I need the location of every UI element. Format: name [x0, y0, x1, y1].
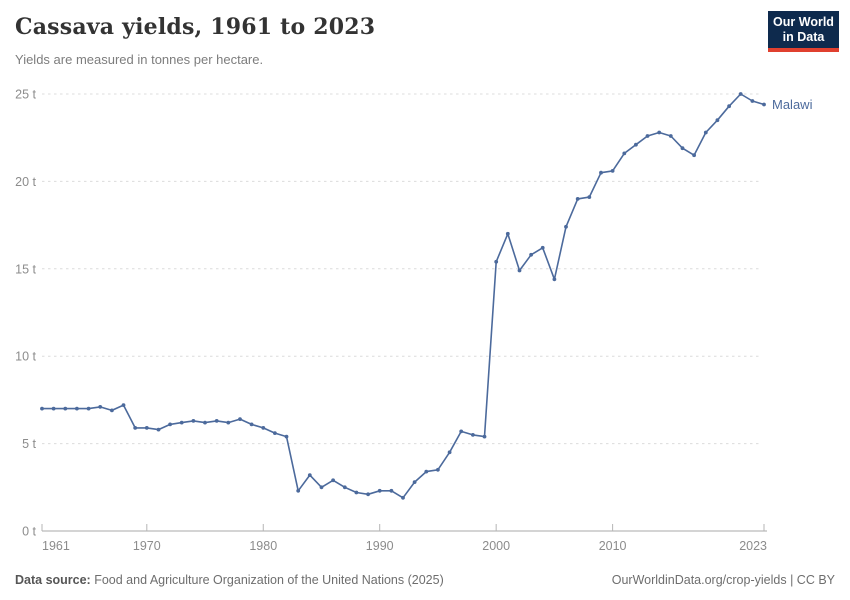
data-point-1988[interactable] [354, 490, 359, 495]
data-point-1989[interactable] [366, 492, 370, 497]
data-point-2002[interactable] [517, 268, 522, 273]
credit-link[interactable]: OurWorldinData.org/crop-yields [611, 573, 787, 587]
data-point-2019[interactable] [715, 118, 720, 123]
x-tick-label: 1961 [42, 539, 70, 553]
data-point-2006[interactable] [564, 224, 568, 229]
x-tick-label: 2023 [739, 539, 767, 553]
x-tick-label: 2000 [482, 539, 510, 553]
data-point-1983[interactable] [296, 488, 301, 493]
data-point-2011[interactable] [622, 151, 627, 156]
series-label-malawi[interactable]: Malawi [772, 97, 813, 112]
data-point-1966[interactable] [98, 405, 103, 409]
data-point-2005[interactable] [552, 277, 557, 282]
y-tick-label: 5 t [22, 437, 36, 451]
data-point-2004[interactable] [540, 245, 545, 250]
x-tick-label: 1990 [366, 539, 394, 553]
chart-subtitle: Yields are measured in tonnes per hectar… [15, 52, 264, 67]
data-point-1970[interactable] [144, 426, 149, 430]
credit-license: | CC BY [786, 573, 835, 587]
page-title: Cassava yields, 1961 to 2023 [15, 14, 376, 40]
data-point-1971[interactable] [156, 427, 161, 432]
owid-logo-line2: in Data [782, 29, 825, 44]
data-point-1980[interactable] [261, 426, 266, 430]
data-point-1963[interactable] [63, 406, 68, 411]
data-point-1982[interactable] [284, 434, 289, 439]
data-point-1993[interactable] [412, 480, 417, 484]
data-point-2022[interactable] [750, 99, 755, 103]
data-source-note: Data source: Food and Agriculture Organi… [15, 573, 444, 587]
data-point-2003[interactable] [529, 252, 533, 257]
data-point-2007[interactable] [575, 197, 580, 201]
data-point-2009[interactable] [599, 170, 603, 175]
y-tick-label: 20 t [15, 175, 36, 189]
data-point-1998[interactable] [471, 433, 475, 437]
chart-footer: Data source: Food and Agriculture Organi… [15, 573, 835, 587]
y-tick-label: 25 t [15, 88, 36, 102]
data-source-label: Data source: [15, 573, 91, 587]
data-point-1977[interactable] [226, 420, 231, 425]
data-point-1999[interactable] [482, 434, 487, 439]
data-point-1969[interactable] [133, 426, 138, 430]
data-point-2000[interactable] [494, 259, 499, 264]
data-point-1987[interactable] [342, 485, 347, 490]
data-point-1978[interactable] [238, 417, 242, 421]
data-point-2013[interactable] [645, 134, 650, 138]
data-point-2014[interactable] [657, 130, 662, 135]
data-point-1972[interactable] [168, 422, 173, 427]
y-tick-label: 10 t [15, 350, 36, 364]
x-tick-label: 2010 [599, 539, 627, 553]
data-point-1975[interactable] [203, 420, 207, 425]
data-point-1997[interactable] [459, 429, 464, 434]
data-point-1979[interactable] [249, 422, 254, 427]
y-tick-label: 15 t [15, 262, 36, 276]
data-point-1986[interactable] [331, 478, 335, 483]
data-point-2016[interactable] [680, 146, 685, 151]
data-point-1981[interactable] [273, 431, 277, 435]
malawi-trend-line[interactable] [42, 93, 765, 499]
owid-logo[interactable]: Our World in Data [768, 11, 839, 52]
x-tick-label: 1980 [249, 539, 277, 553]
data-point-2021[interactable] [738, 92, 743, 96]
data-point-1961[interactable] [40, 406, 44, 411]
data-point-1976[interactable] [214, 419, 219, 423]
data-point-2020[interactable] [727, 104, 731, 109]
data-point-1996[interactable] [447, 450, 452, 455]
data-point-1984[interactable] [307, 473, 312, 477]
data-point-2008[interactable] [587, 195, 592, 200]
data-point-1994[interactable] [424, 469, 429, 474]
owid-logo-line1: Our World [773, 14, 834, 29]
data-point-2015[interactable] [668, 134, 673, 138]
data-point-2001[interactable] [505, 231, 510, 236]
credit-note: OurWorldinData.org/crop-yields | CC BY [612, 573, 835, 587]
data-point-2012[interactable] [634, 142, 638, 147]
data-point-1965[interactable] [86, 406, 91, 411]
data-point-2018[interactable] [703, 130, 708, 135]
data-point-1985[interactable] [319, 485, 324, 490]
data-point-1992[interactable] [401, 495, 405, 500]
data-point-1995[interactable] [436, 467, 440, 472]
data-point-1962[interactable] [51, 406, 56, 411]
data-point-1964[interactable] [75, 406, 79, 411]
data-point-1991[interactable] [389, 488, 394, 493]
data-point-1968[interactable] [121, 403, 126, 407]
y-tick-label: 0 t [22, 525, 36, 539]
data-point-1990[interactable] [377, 488, 382, 493]
data-point-2010[interactable] [610, 169, 615, 173]
data-point-1974[interactable] [191, 419, 196, 423]
data-point-2023[interactable] [762, 102, 766, 107]
data-point-1967[interactable] [110, 408, 114, 413]
data-point-2017[interactable] [692, 153, 696, 158]
data-point-1973[interactable] [179, 420, 184, 425]
data-source-text: Food and Agriculture Organization of the… [94, 573, 444, 587]
x-tick-label: 1970 [133, 539, 161, 553]
